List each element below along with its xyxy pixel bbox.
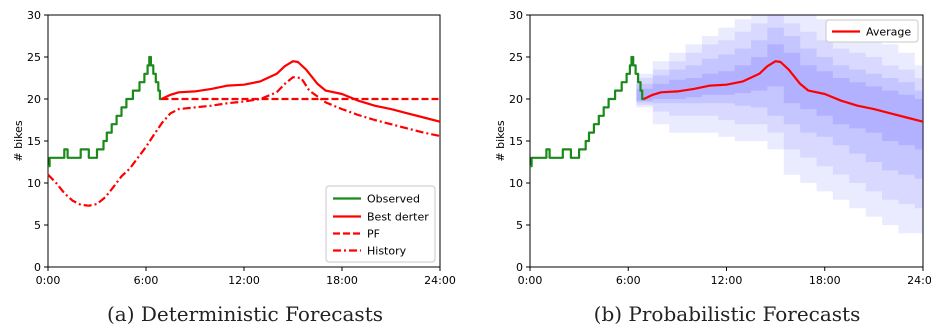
- y-tick-label: 10: [509, 177, 523, 190]
- y-axis-label: # bikes: [12, 120, 25, 161]
- y-tick-label: 5: [34, 219, 41, 232]
- y-tick-label: 30: [27, 9, 41, 22]
- uncertainty-band-2: [636, 27, 923, 179]
- axis-ticks: 0:00 6:00 12:00 18:00 24:00 0 5 10 15 20 25 30: [27, 9, 456, 287]
- series-line-observed: [530, 55, 645, 168]
- x-tick-label: 12:00: [228, 274, 260, 287]
- series-line-observed: [48, 55, 163, 168]
- legend-box: [325, 185, 436, 263]
- x-tick-label: 6:00: [134, 274, 159, 287]
- series-line-average: [643, 60, 924, 123]
- x-tick-label: 24:00: [907, 274, 931, 287]
- x-tick-label: 6:00: [616, 274, 641, 287]
- caption-b: (b) Probabilistic Forecasts: [594, 302, 861, 326]
- y-tick-label: 25: [509, 51, 523, 64]
- x-tick-label: 18:00: [326, 274, 358, 287]
- chart-deterministic-forecasts: 0:00 6:00 12:00 18:00 24:00 0 5 10 15 20 25 30 # bi…: [12, 9, 456, 326]
- uncertainty-band-0: [636, 15, 923, 234]
- series-lines: [47, 55, 441, 207]
- x-tick-label: 0:00: [36, 274, 61, 287]
- y-tick-label: 0: [34, 261, 41, 274]
- x-tick-label: 24:00: [424, 274, 456, 287]
- legend-label-history: History: [367, 245, 407, 258]
- uncertainty-band-1: [636, 15, 923, 209]
- y-tick-label: 15: [509, 135, 523, 148]
- y-tick-label: 30: [509, 9, 523, 22]
- legend-box: [825, 19, 919, 43]
- uncertainty-bands: [636, 15, 923, 234]
- legend-label-observed: Observed: [367, 193, 420, 206]
- caption-a: (a) Deterministic Forecasts: [107, 302, 383, 326]
- legend-label-best-derter: Best derter: [367, 211, 429, 224]
- uncertainty-band-3: [636, 44, 923, 150]
- y-tick-label: 20: [509, 93, 523, 106]
- y-tick-label: 10: [27, 177, 41, 190]
- y-axis-label: # bikes: [494, 120, 507, 161]
- legend: Observed Best derter PF History: [325, 185, 436, 263]
- y-tick-label: 15: [27, 135, 41, 148]
- y-tick-label: 25: [27, 51, 41, 64]
- y-tick-label: 0: [516, 261, 523, 274]
- series-line-best-derter: [161, 60, 441, 123]
- y-tick-label: 5: [516, 219, 523, 232]
- x-tick-label: 18:00: [809, 274, 841, 287]
- chart-probabilistic-forecasts: 0:00 6:00 12:00 18:00 24:00 0 5 10 15 20 25 30 # bi…: [494, 9, 931, 326]
- legend: Average: [825, 19, 919, 43]
- axis-ticks: 0:00 6:00 12:00 18:00 24:00 0 5 10 15 20 25 30: [509, 9, 931, 287]
- legend-label-average: Average: [866, 26, 911, 39]
- series-lines: [530, 55, 924, 168]
- x-tick-label: 0:00: [518, 274, 543, 287]
- legend-label-pf: PF: [367, 228, 380, 241]
- x-tick-label: 12:00: [711, 274, 743, 287]
- y-tick-label: 20: [27, 93, 41, 106]
- series-line-history: [47, 76, 441, 207]
- plot-frame: [529, 14, 924, 268]
